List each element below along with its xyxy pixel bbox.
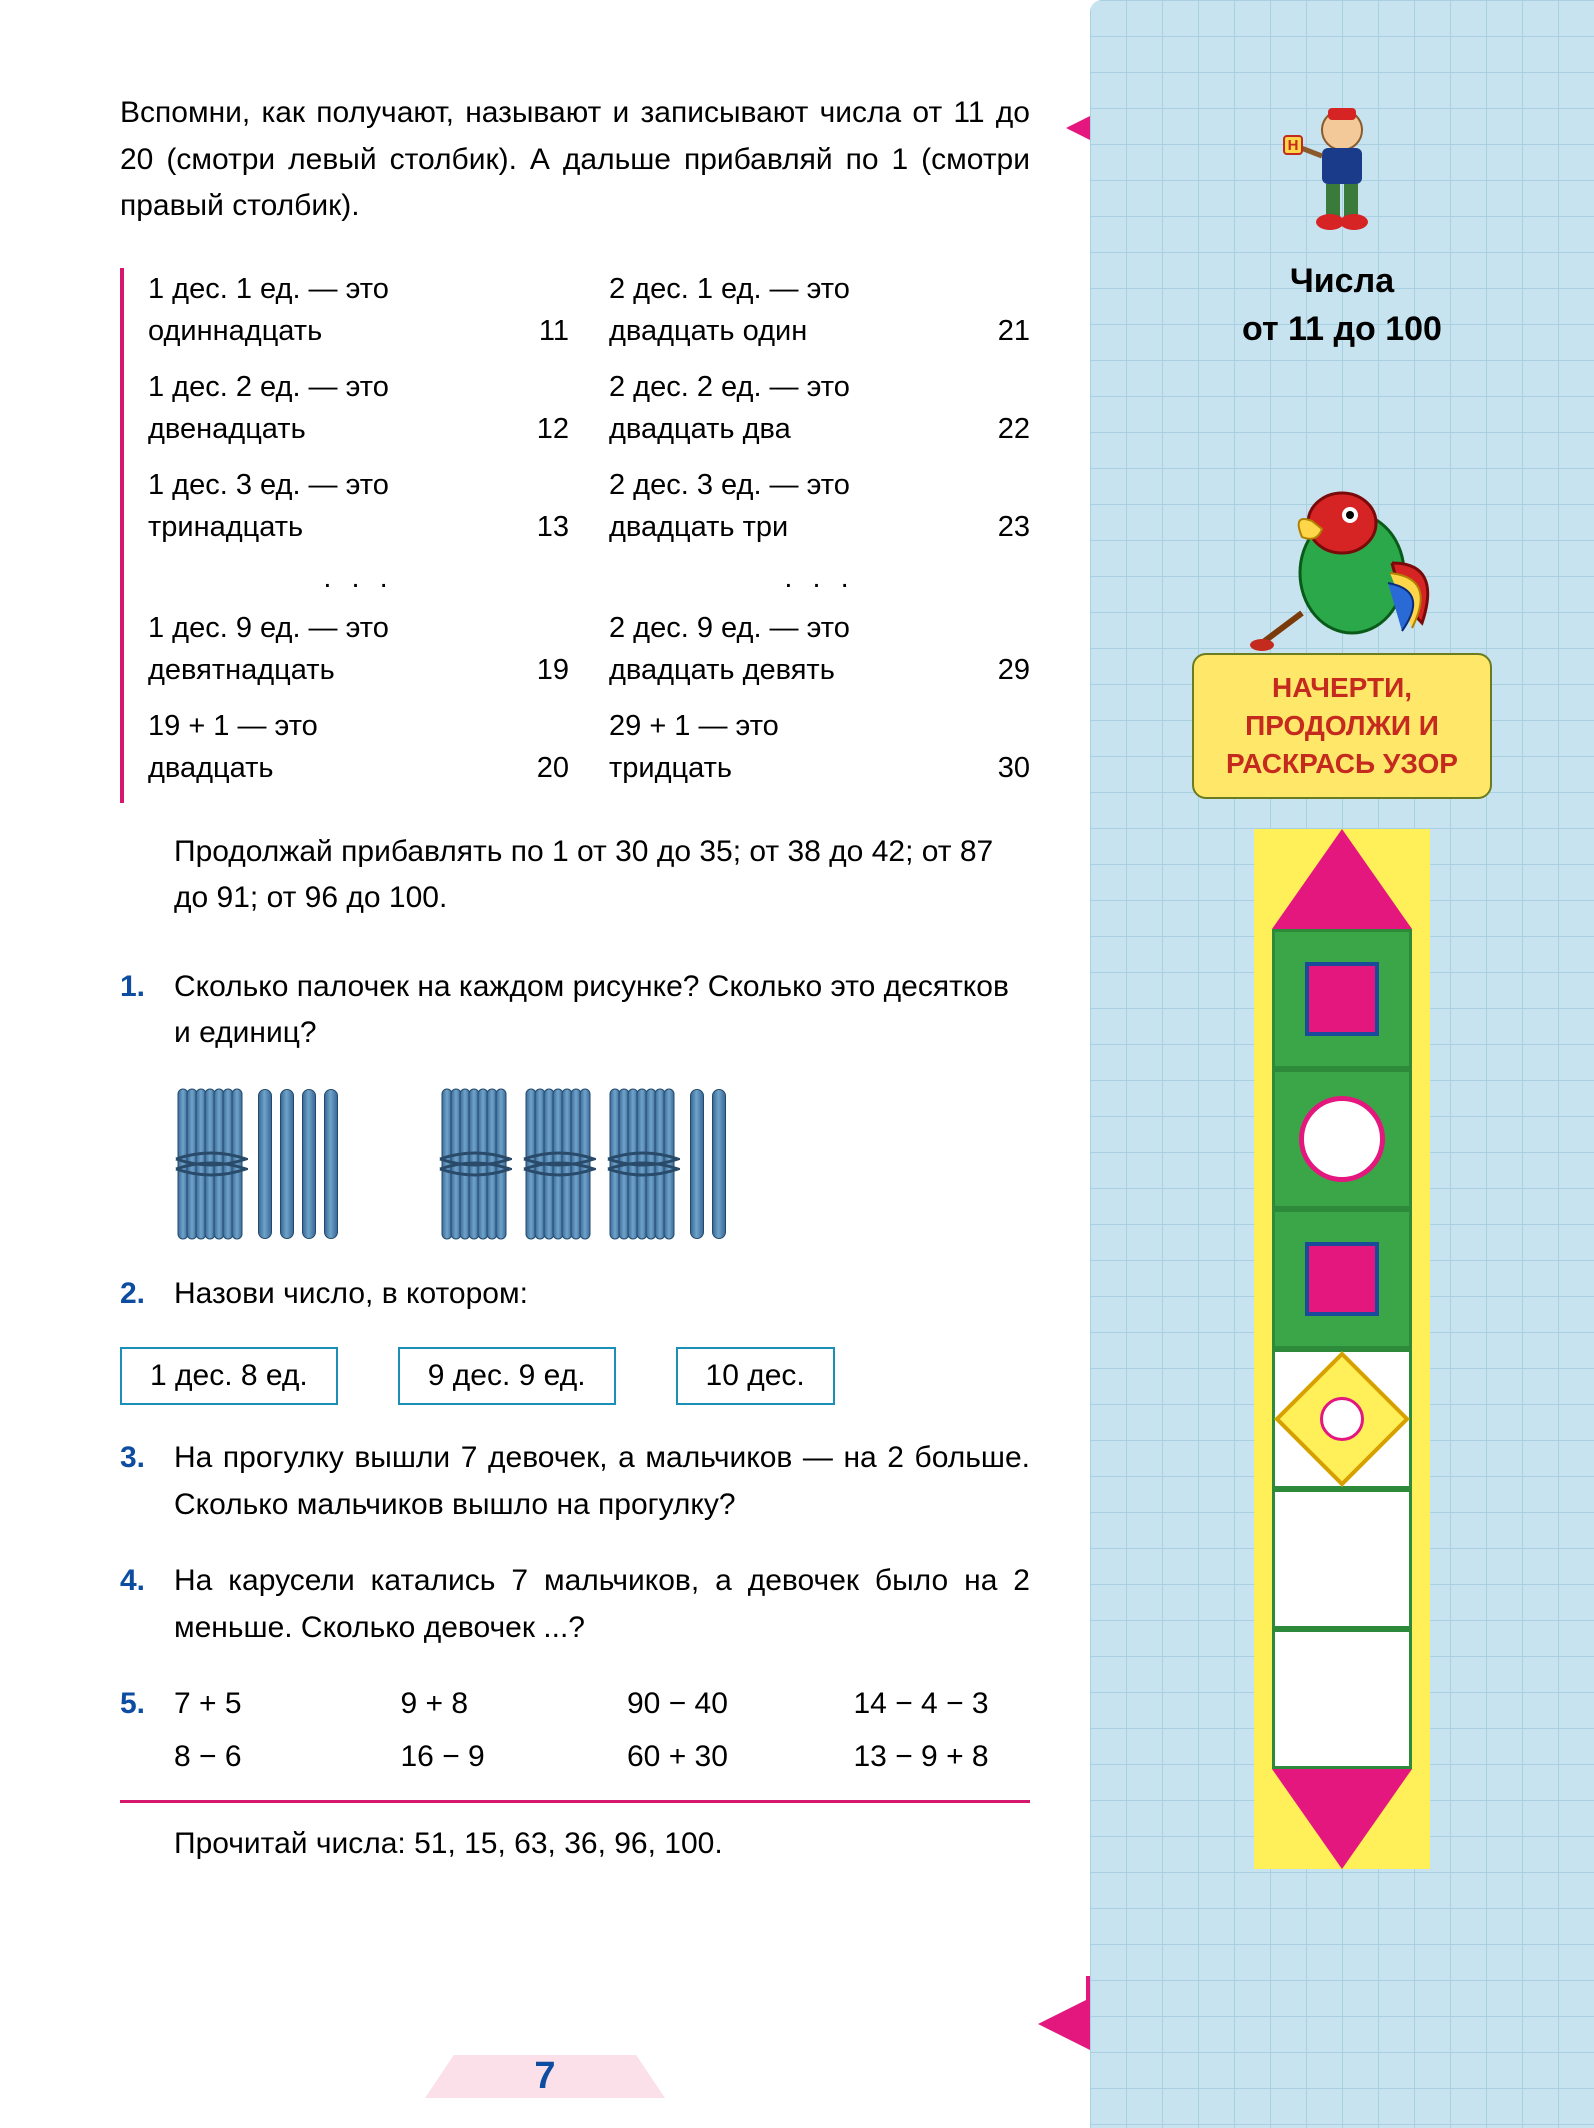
- number-entry: 2 дес. 3 ед. — этодвадцать три23: [609, 464, 1030, 548]
- character-icon: Н: [1282, 100, 1402, 240]
- stick-bundle: [174, 1087, 248, 1241]
- arithmetic-cell: 16 − 9: [401, 1734, 578, 1781]
- task-text: Назови число, в котором:: [174, 1271, 1030, 1318]
- left-column: 1 дес. 1 ед. — этоодиннадцать11 1 дес. 2 …: [148, 268, 569, 803]
- task-4: 4. На карусели катались 7 мальчиков, а д…: [120, 1558, 1030, 1651]
- stick-bundle: [606, 1087, 680, 1241]
- parrot-icon: [1242, 463, 1442, 653]
- stick: [280, 1089, 294, 1239]
- svg-text:Н: Н: [1288, 137, 1299, 154]
- arithmetic-cell: 13 − 9 + 8: [854, 1734, 1031, 1781]
- pattern-cell: [1272, 1209, 1412, 1349]
- stick-group: [438, 1087, 726, 1241]
- arithmetic-cell: 9 + 8: [401, 1681, 578, 1728]
- task-text: На прогулку вышли 7 девочек, а мальчиков…: [174, 1435, 1030, 1528]
- task-2: 2. Назови число, в котором:: [120, 1271, 1030, 1318]
- right-column: 2 дес. 1 ед. — этодвадцать один21 2 дес. …: [609, 268, 1030, 803]
- task-number: 5.: [120, 1681, 145, 1728]
- number-box: 9 дес. 9 ед.: [398, 1347, 616, 1405]
- task-5: 5. 7 + 5 9 + 8 90 − 40 14 − 4 − 3 8 − 6 16 − …: [120, 1681, 1030, 1780]
- arithmetic-cell: 7 + 5: [174, 1681, 351, 1728]
- task-3: 3. На прогулку вышли 7 девочек, а мальчи…: [120, 1435, 1030, 1528]
- task-number: 2.: [120, 1271, 145, 1318]
- arithmetic-cell: 14 − 4 − 3: [854, 1681, 1031, 1728]
- stick-bundle: [522, 1087, 596, 1241]
- task-text: Сколько палочек на каждом рисунке? Сколь…: [174, 964, 1030, 1057]
- task-number: 1.: [120, 964, 145, 1011]
- arithmetic-grid: 7 + 5 9 + 8 90 − 40 14 − 4 − 3 8 − 6 16 − 9 60…: [174, 1681, 1030, 1780]
- pattern-cell: [1272, 1349, 1412, 1489]
- sticks-illustration: [174, 1087, 1030, 1241]
- stick: [302, 1089, 316, 1239]
- stick: [324, 1089, 338, 1239]
- page-number: 7: [425, 2055, 665, 2098]
- sidebar: Н Числа от 11 до 100 НАЧЕРТИ, ПРОДОЛЖИ И…: [1090, 0, 1594, 2128]
- pattern-triangle-up: [1272, 829, 1412, 929]
- pattern-column: [1254, 829, 1430, 1869]
- stick: [712, 1089, 726, 1239]
- task-number: 3.: [120, 1435, 145, 1482]
- sidebar-title: Числа от 11 до 100: [1090, 258, 1594, 353]
- ellipsis: . . .: [148, 562, 569, 595]
- read-numbers: Прочитай числа: 51, 15, 63, 36, 96, 100.: [120, 1827, 1030, 1861]
- number-entry: 1 дес. 3 ед. — этотринадцать13: [148, 464, 569, 548]
- loose-sticks: [258, 1089, 338, 1239]
- number-entry: 19 + 1 — этодвадцать20: [148, 705, 569, 789]
- loose-sticks: [690, 1089, 726, 1239]
- number-columns: 1 дес. 1 ед. — этоодиннадцать11 1 дес. 2 …: [120, 268, 1030, 803]
- arithmetic-cell: 60 + 30: [627, 1734, 804, 1781]
- continue-text: Продолжай прибавлять по 1 от 30 до 35; о…: [174, 829, 1030, 922]
- main-content: Вспомни, как получают, называют и записы…: [0, 0, 1090, 2128]
- stick-bundle: [438, 1087, 512, 1241]
- stick: [690, 1089, 704, 1239]
- number-entry: 1 дес. 9 ед. — этодевятнадцать19: [148, 607, 569, 691]
- intro-text: Вспомни, как получают, называют и записы…: [120, 90, 1030, 230]
- number-entry: 1 дес. 2 ед. — этодвенадцать12: [148, 366, 569, 450]
- pattern-triangle-down: [1272, 1769, 1412, 1869]
- pattern-cell: [1272, 929, 1412, 1069]
- pattern-cell-empty: [1272, 1629, 1412, 1769]
- divider: [120, 1800, 1030, 1803]
- number-entry: 1 дес. 1 ед. — этоодиннадцать11: [148, 268, 569, 352]
- number-box: 1 дес. 8 ед.: [120, 1347, 338, 1405]
- task-number: 4.: [120, 1558, 145, 1605]
- stick-group: [174, 1087, 338, 1241]
- task-1: 1. Сколько палочек на каждом рисунке? Ск…: [120, 964, 1030, 1057]
- ellipsis: . . .: [609, 562, 1030, 595]
- pattern-cell: [1272, 1069, 1412, 1209]
- number-boxes: 1 дес. 8 ед. 9 дес. 9 ед. 10 дес.: [120, 1347, 1030, 1405]
- instruction-box: НАЧЕРТИ, ПРОДОЛЖИ И РАСКРАСЬ УЗОР: [1192, 653, 1492, 798]
- pattern-cell-empty: [1272, 1489, 1412, 1629]
- number-box: 10 дес.: [676, 1347, 835, 1405]
- stick: [258, 1089, 272, 1239]
- task-text: На карусели катались 7 мальчиков, а дево…: [174, 1558, 1030, 1651]
- number-entry: 29 + 1 — этотридцать30: [609, 705, 1030, 789]
- number-entry: 2 дес. 9 ед. — этодвадцать девять29: [609, 607, 1030, 691]
- number-entry: 2 дес. 2 ед. — этодвадцать два22: [609, 366, 1030, 450]
- number-entry: 2 дес. 1 ед. — этодвадцать один21: [609, 268, 1030, 352]
- arithmetic-cell: 8 − 6: [174, 1734, 351, 1781]
- arithmetic-cell: 90 − 40: [627, 1681, 804, 1728]
